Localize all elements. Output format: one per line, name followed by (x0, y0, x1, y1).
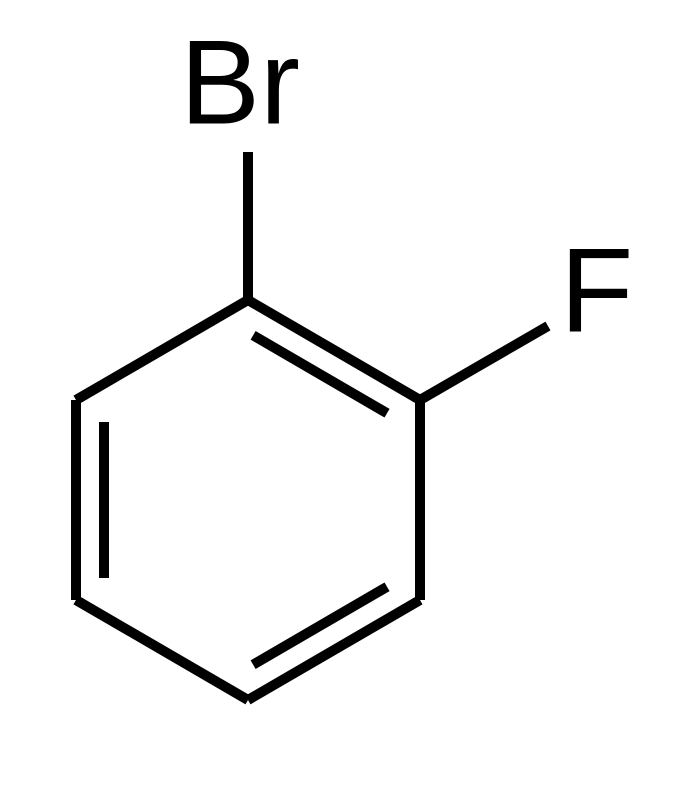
bond-to-F (420, 326, 548, 400)
bond-C6-C1 (76, 300, 248, 400)
molecule-diagram: Br F (0, 0, 687, 800)
atom-label-F: F (560, 224, 633, 358)
atom-label-Br: Br (180, 16, 300, 150)
bond-C4-C5 (76, 600, 248, 700)
